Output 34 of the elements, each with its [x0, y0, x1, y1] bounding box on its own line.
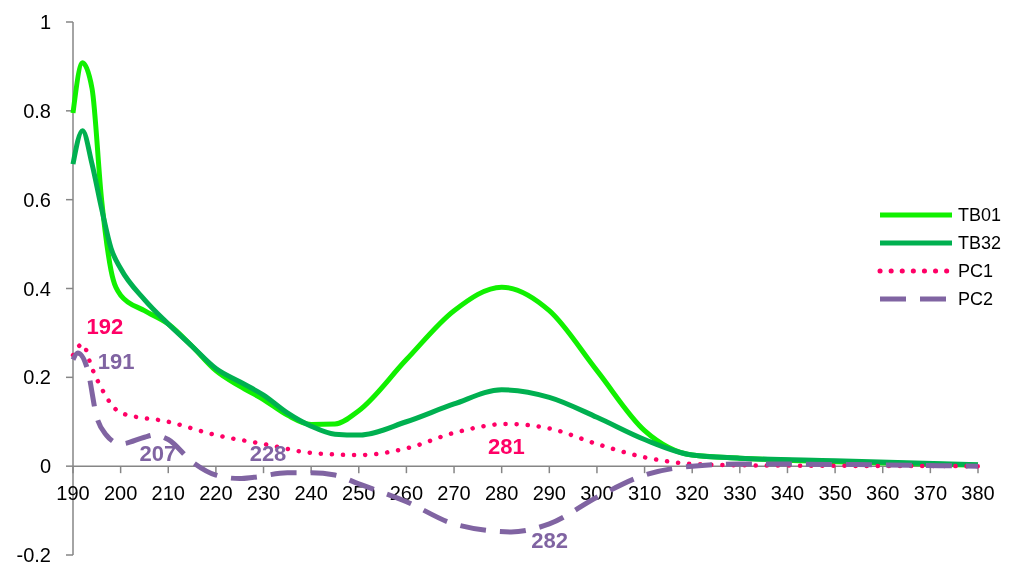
x-tick-label: 360: [866, 482, 900, 505]
annotation: 282: [531, 527, 568, 553]
legend-label: PC1: [958, 261, 994, 282]
x-tick-label: 220: [199, 482, 233, 505]
y-tick-label: 0.8: [23, 99, 51, 122]
x-tick-label: 350: [818, 482, 852, 505]
annotation: 192: [86, 314, 124, 340]
x-tick-label: 230: [246, 482, 281, 505]
x-tick-label: 380: [961, 482, 995, 505]
y-tick-label: 0.4: [23, 277, 51, 300]
x-tick-label: 190: [56, 482, 90, 505]
x-tick-label: 370: [913, 482, 948, 505]
legend-label: TB32: [958, 233, 1002, 254]
x-tick-label: 320: [675, 482, 709, 505]
y-tick-label: 1: [39, 11, 51, 33]
legend-label: TB01: [958, 205, 1002, 226]
annotation: 191: [97, 348, 135, 374]
annotation: 281: [488, 433, 525, 459]
annotation: 228: [249, 441, 287, 467]
x-tick-label: 240: [294, 482, 328, 505]
x-tick-label: 280: [485, 482, 519, 505]
y-tick-label: 0.6: [23, 188, 51, 211]
x-tick-label: 330: [723, 482, 757, 505]
x-tick-label: 340: [770, 482, 805, 505]
x-tick-label: 270: [437, 482, 471, 505]
x-tick-label: 200: [103, 482, 138, 505]
annotation: 207: [139, 441, 177, 467]
y-tick-label: 0.2: [23, 366, 51, 389]
x-tick-label: 290: [532, 482, 566, 505]
y-tick-label: 0: [39, 455, 51, 478]
y-tick-label: -0.2: [16, 544, 51, 566]
x-tick-label: 310: [627, 482, 662, 505]
legend-label: PC2: [958, 289, 994, 310]
x-tick-label: 210: [151, 482, 185, 505]
